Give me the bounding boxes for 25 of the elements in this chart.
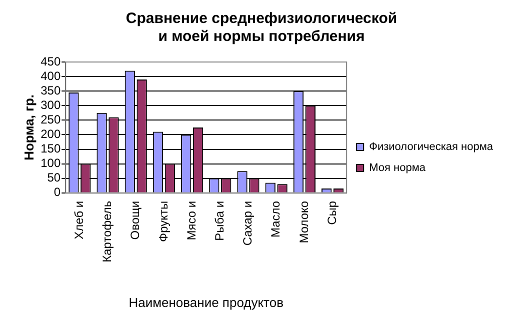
y-tick-label: 300: [40, 98, 61, 112]
legend-label: Физиологическая норма: [369, 141, 494, 154]
x-tick-label: Молоко: [296, 200, 311, 244]
y-tick-label: 250: [40, 112, 61, 126]
y-axis-title: Норма, гр.: [21, 94, 36, 160]
y-tick-label: 350: [40, 83, 61, 98]
y-tick-label: 0: [54, 185, 61, 200]
x-tick-label: Овощи: [128, 200, 142, 240]
x-tick-label: Картофель: [100, 200, 114, 262]
x-tick-label: Сыр: [324, 200, 339, 225]
x-tick-label: Хлеб и: [72, 200, 86, 240]
x-tick-label: Сахар и: [240, 200, 255, 246]
legend-label: Моя норма: [369, 162, 426, 174]
x-tick-label: Мясо и: [184, 200, 198, 240]
y-tick-label: 50: [47, 170, 61, 185]
y-tick-label: 400: [40, 68, 61, 83]
x-axis-title: Наименование продуктов: [128, 294, 284, 310]
chart-title: Сравнение среднефизиологической и моей нормы потребления: [126, 10, 398, 46]
x-tick-label: Масло: [268, 200, 283, 238]
x-tick-label: Фрукты: [156, 200, 170, 242]
y-tick-label: 150: [40, 142, 61, 156]
y-tick-label: 100: [40, 156, 61, 170]
y-tick-label: 450: [40, 54, 61, 68]
x-tick-label: Рыба и: [212, 200, 226, 241]
y-tick-label: 200: [40, 127, 61, 142]
